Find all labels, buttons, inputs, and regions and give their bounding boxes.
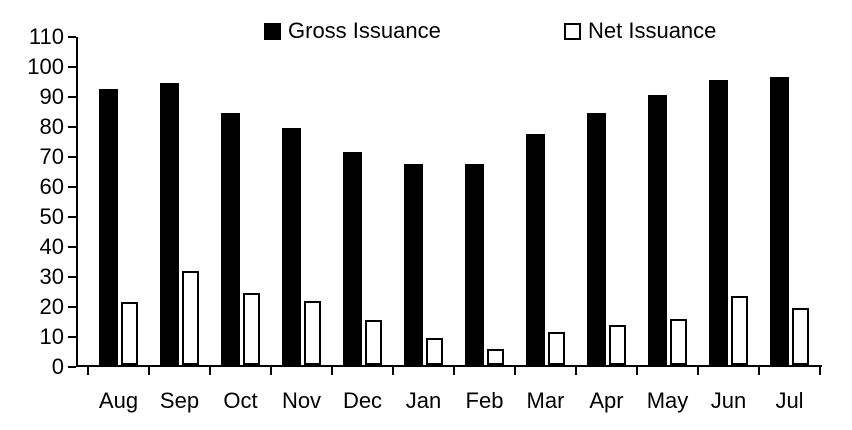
x-axis-tick [209,367,211,375]
net-bar-jan [426,338,443,365]
net-bar-feb [487,348,504,365]
x-axis-tick [331,367,333,375]
x-axis-tick [514,367,516,375]
x-axis-tick [87,367,89,375]
y-axis-tick [68,366,76,368]
x-axis-tick [453,367,455,375]
x-axis-tick [148,367,150,375]
y-axis-labels: 0 10 20 30 40 50 60 70 80 90 100 110 [0,0,64,430]
legend-item-gross-issuance: Gross Issuance [264,20,441,42]
x-axis-label-mar: Mar [526,388,565,413]
x-axis-tick [392,367,394,375]
y-axis-tick-label: 50 [39,204,64,229]
gross-bar-jan [404,164,423,365]
net-bar-oct [243,293,260,365]
y-axis-tick-label: 0 [51,354,64,379]
x-axis-label-may: May [646,388,689,413]
y-axis-tick [68,186,76,188]
x-axis-label-jun: Jun [710,388,747,413]
x-axis-label-aug: Aug [98,388,139,413]
y-axis-tick-label: 60 [39,174,64,199]
y-axis-tick-label: 80 [39,114,64,139]
gross-bar-mar [526,134,545,365]
y-axis-tick-label: 40 [39,234,64,259]
y-axis-tick [68,216,76,218]
x-axis-tick [270,367,272,375]
y-axis-tick [68,96,76,98]
plot-area [68,36,822,375]
x-axis-tick [636,367,638,375]
bar-group-may [637,95,698,365]
gross-bar-feb [465,164,484,365]
gross-bar-nov [282,128,301,365]
net-bar-sep [182,270,199,365]
bar-group-apr [576,113,637,365]
legend-item-net-issuance: Net Issuance [564,20,716,42]
net-bar-nov [304,300,321,365]
gross-bar-jun [709,80,728,365]
legend-label-net-issuance: Net Issuance [588,18,717,43]
y-axis-tick [68,66,76,68]
gross-bar-oct [221,113,240,365]
bar-group-jul [759,77,820,365]
y-axis-tick-label: 100 [27,54,64,79]
bar-group-jan [393,164,454,365]
gross-bar-dec [343,152,362,365]
x-axis-tick [697,367,699,375]
gross-bar-sep [160,83,179,365]
gross-bar-aug [99,89,118,365]
net-bar-apr [609,324,626,365]
bar-group-aug [88,89,149,365]
net-bar-dec [365,320,382,365]
x-axis-label-jan: Jan [405,388,442,413]
bar-group-mar [515,134,576,365]
bar-group-dec [332,152,393,365]
net-bar-aug [121,302,138,365]
gross-issuance-swatch-icon [264,22,281,40]
x-axis-label-oct: Oct [223,388,258,413]
x-axis-label-jul: Jul [775,388,804,413]
y-axis-tick-label: 20 [39,294,64,319]
bar-group-feb [454,164,515,365]
y-axis-tick-label: 90 [39,84,64,109]
y-axis-tick [68,246,76,248]
x-axis-tick [819,367,821,375]
y-axis-tick [68,126,76,128]
x-axis-tick [575,367,577,375]
y-axis-tick [68,276,76,278]
bar-group-nov [271,128,332,365]
bar-group-oct [210,113,271,365]
net-bar-jun [731,296,748,365]
y-axis-tick-label: 70 [39,144,64,169]
x-axis-label-apr: Apr [589,388,624,413]
gross-bar-jul [770,77,789,365]
x-axis-label-sep: Sep [159,388,200,413]
net-issuance-swatch-icon [564,22,581,40]
y-axis-tick [68,336,76,338]
x-axis-tick [758,367,760,375]
bar-group-jun [698,80,759,365]
gross-bar-may [648,95,667,365]
net-bar-may [670,318,687,365]
bar-group-sep [149,83,210,365]
y-axis-tick [68,156,76,158]
x-axis-labels: Aug Sep Oct Nov Dec Jan Feb Mar Apr May Jun Jul [88,389,820,413]
gross-bar-apr [587,113,606,365]
net-bar-mar [548,332,565,365]
net-bar-jul [792,308,809,365]
y-axis-tick-label: 30 [39,264,64,289]
x-axis-label-nov: Nov [281,388,322,413]
y-axis-tick [68,306,76,308]
x-axis-label-feb: Feb [465,388,504,413]
y-axis-tick-label: 110 [28,24,64,49]
y-axis-tick [68,36,76,38]
x-axis-label-dec: Dec [342,388,383,413]
y-axis-tick-label: 10 [39,324,64,349]
legend-label-gross-issuance: Gross Issuance [288,18,441,43]
